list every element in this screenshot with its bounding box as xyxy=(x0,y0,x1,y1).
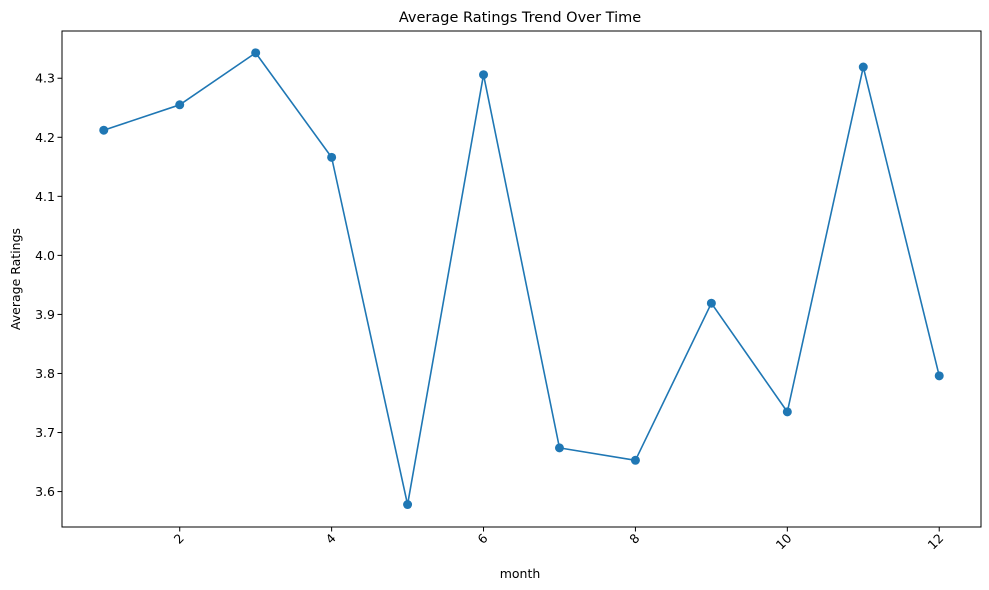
series-layer xyxy=(99,48,944,510)
y-axis-label: Average Ratings xyxy=(8,228,23,330)
data-point xyxy=(858,62,868,72)
data-point xyxy=(479,70,489,80)
y-tick-label: 3.8 xyxy=(35,366,55,381)
data-point xyxy=(175,100,185,110)
data-point xyxy=(554,443,564,453)
data-point xyxy=(251,48,261,58)
data-point xyxy=(403,500,413,510)
data-point xyxy=(630,455,640,465)
data-point xyxy=(782,407,792,417)
x-axis-label: month xyxy=(500,566,541,581)
chart-title: Average Ratings Trend Over Time xyxy=(399,10,641,26)
y-tick-label: 3.7 xyxy=(35,425,55,440)
data-point xyxy=(99,125,109,135)
y-tick-label: 3.9 xyxy=(35,307,55,322)
y-tick-label: 4.3 xyxy=(35,71,55,86)
plot-frame xyxy=(61,30,982,528)
data-point xyxy=(934,371,944,381)
y-tick-label: 4.1 xyxy=(35,189,55,204)
data-point xyxy=(327,152,337,162)
y-tick-label: 4.2 xyxy=(35,130,55,145)
series-line xyxy=(103,52,941,506)
data-point xyxy=(706,298,716,308)
y-tick-label: 4.0 xyxy=(35,248,55,263)
y-axis-ticks: 3.6 3.7 3.8 3.9 4.0 4.1 4.2 4.3 xyxy=(35,71,62,499)
y-tick-label: 3.6 xyxy=(35,484,55,499)
